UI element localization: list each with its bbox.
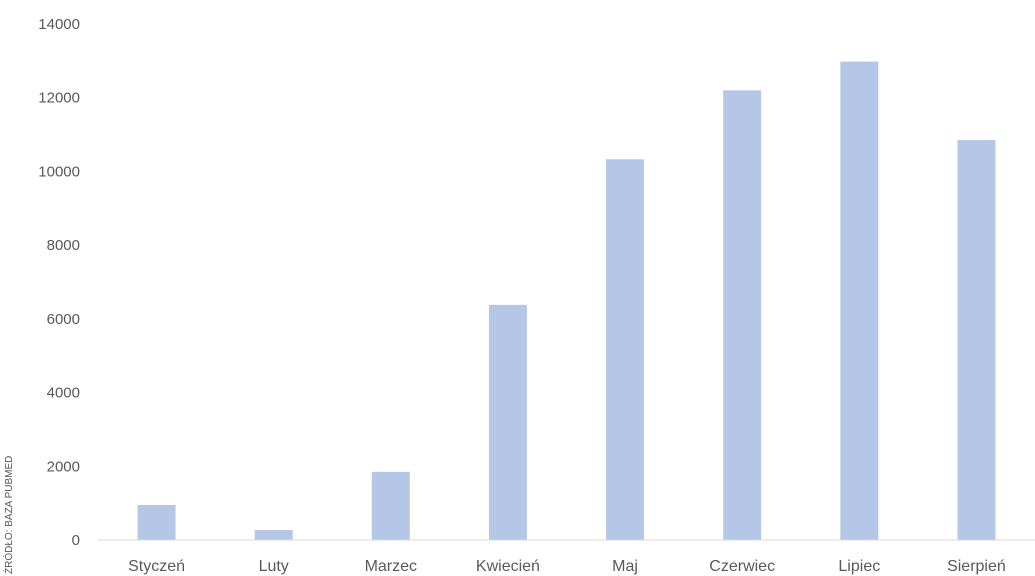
x-tick-label: Lipiec (838, 558, 880, 575)
x-tick-label: Czerwiec (709, 558, 775, 575)
y-tick-label: 0 (72, 532, 80, 549)
y-tick-label: 8000 (47, 237, 80, 254)
bar (957, 140, 996, 540)
bar (723, 90, 762, 540)
bars (137, 61, 996, 540)
y-tick-label: 14000 (38, 16, 80, 33)
bar (371, 471, 410, 540)
bar (137, 504, 176, 540)
y-tick-label: 6000 (47, 311, 80, 328)
y-tick-label: 12000 (38, 90, 80, 107)
x-tick-label: Kwiecień (476, 558, 540, 575)
x-axis-labels: Styczeń Luty Marzec Kwiecień Maj Czerwiec Lipi… (128, 558, 1006, 575)
x-tick-label: Sierpień (947, 558, 1006, 575)
x-tick-label: Marzec (365, 558, 417, 575)
y-tick-label: 4000 (47, 385, 80, 402)
y-axis-ticks: 0 2000 4000 6000 8000 10000 12000 14000 (38, 16, 80, 549)
x-tick-label: Styczeń (128, 558, 185, 575)
x-tick-label: Luty (259, 558, 289, 575)
bar (488, 304, 527, 540)
x-tick-label: Maj (612, 558, 638, 575)
y-tick-label: 10000 (38, 163, 80, 180)
source-note: ŹRÓDŁO: BAZA PUBMED (2, 456, 15, 574)
y-tick-label: 2000 (47, 458, 80, 475)
bar (606, 159, 645, 540)
bar (254, 530, 293, 540)
bar (840, 61, 879, 540)
